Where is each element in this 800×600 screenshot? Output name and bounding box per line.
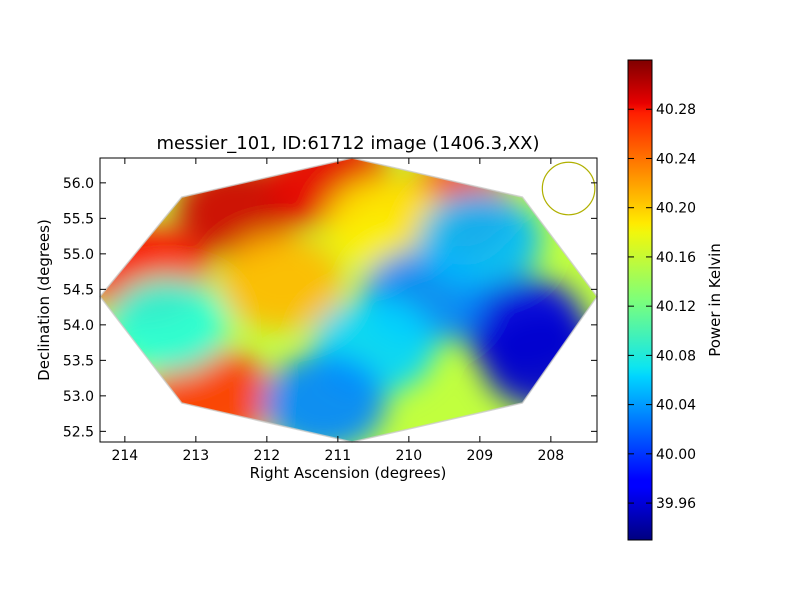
x-tick-label: 208	[537, 448, 564, 464]
y-tick-label: 52.5	[63, 424, 94, 440]
y-tick-label: 55.0	[63, 247, 94, 263]
y-axis: 52.5 53.0 53.5 54.0 54.5 55.0 55.5 56.0	[63, 176, 597, 440]
heatmap-feature-13	[417, 191, 542, 288]
x-tick-label: 209	[466, 448, 493, 464]
colorbar-tick-label: 40.08	[656, 348, 696, 364]
heatmap-feature-8	[481, 312, 597, 409]
y-tick-label: 56.0	[63, 176, 94, 192]
heatmap-feature-12	[105, 276, 230, 373]
x-tick-label: 210	[395, 448, 422, 464]
x-axis: 214 213 212 211 210 209 208	[111, 158, 564, 464]
colorbar-tick-label: 39.96	[656, 496, 696, 512]
y-axis-label: Declination (degrees)	[35, 219, 53, 381]
y-tick-label: 54.5	[63, 282, 94, 298]
colorbar: 39.96 40.00 40.04 40.08 40.12 40.16 40.20 40.24…	[627, 59, 724, 541]
colorbar-tick-label: 40.12	[656, 299, 696, 315]
x-tick-label: 211	[324, 448, 351, 464]
y-tick-label: 54.0	[63, 318, 94, 334]
colorbar-tick-label: 40.04	[656, 398, 696, 414]
colorbar-ramp	[627, 59, 653, 541]
x-tick-label: 214	[111, 448, 138, 464]
chart-title: messier_101, ID:61712 image (1406.3,XX)	[156, 133, 539, 154]
colorbar-tick-label: 40.16	[656, 250, 696, 266]
plot-frame	[99, 157, 598, 443]
y-tick-label: 55.5	[63, 211, 94, 227]
coverage-outline	[99, 157, 598, 443]
x-axis-label: Right Ascension (degrees)	[250, 464, 447, 482]
colorbar-tick-label: 40.28	[656, 102, 696, 118]
colorbar-ticks: 39.96 40.00 40.04 40.08 40.12 40.16 40.20 40.24…	[628, 102, 696, 512]
heatmap-feature-11	[261, 354, 386, 442]
x-tick-label: 213	[182, 448, 209, 464]
colorbar-tick-label: 40.24	[656, 151, 696, 167]
x-tick-label: 212	[253, 448, 280, 464]
heatmap-field	[100, 158, 597, 442]
plot-area	[99, 157, 598, 443]
heatmap-feature-6	[219, 234, 344, 331]
y-tick-label: 53.5	[63, 353, 94, 369]
y-tick-label: 53.0	[63, 389, 94, 405]
colorbar-label: Power in Kelvin	[706, 243, 724, 357]
colorbar-tick-label: 40.00	[656, 447, 696, 463]
beam-circle	[541, 161, 596, 216]
colorbar-tick-label: 40.20	[656, 201, 696, 217]
